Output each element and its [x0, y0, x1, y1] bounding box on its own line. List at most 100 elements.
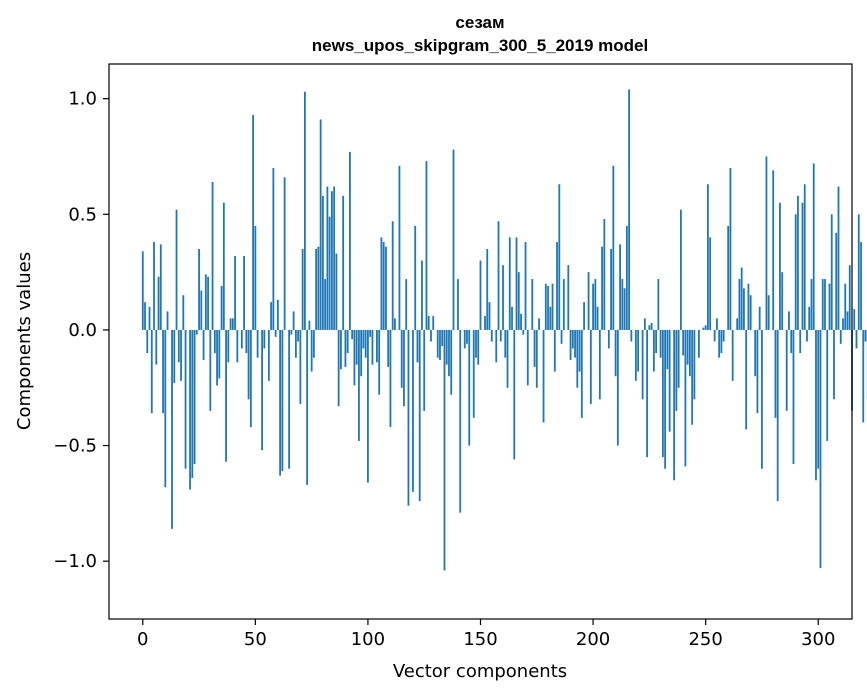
bar-131	[436, 329, 439, 358]
bar-244	[691, 329, 694, 425]
bar-275	[761, 329, 763, 469]
bar-239	[679, 209, 682, 330]
bar-320	[862, 329, 865, 423]
bar-286	[785, 329, 788, 411]
bar-288	[790, 329, 793, 354]
bar-236	[673, 329, 676, 481]
bar-29	[207, 276, 209, 330]
bar-104	[376, 329, 378, 363]
bar-154	[488, 302, 491, 330]
bar-36	[222, 202, 225, 330]
bar-81	[324, 279, 327, 330]
bar-306	[830, 214, 833, 330]
bar-72	[303, 91, 306, 330]
chart-title: сезам	[455, 13, 504, 32]
bar-49	[252, 114, 254, 330]
bar-277	[765, 156, 768, 330]
bar-175	[535, 329, 538, 388]
bar-181	[549, 306, 552, 330]
bar-176	[538, 318, 540, 330]
bar-150	[479, 260, 482, 330]
bar-11	[166, 311, 169, 330]
bar-225	[648, 325, 651, 330]
x-tick-label: 100	[351, 629, 385, 650]
bar-274	[758, 306, 761, 330]
bar-160	[502, 265, 504, 330]
bar-9	[162, 329, 164, 414]
bar-143	[463, 329, 466, 349]
bar-65	[288, 329, 291, 469]
bar-214	[623, 288, 626, 330]
bar-46	[245, 329, 248, 354]
bar-51	[256, 329, 259, 358]
bar-249	[702, 327, 705, 330]
bar-4	[150, 329, 153, 414]
bar-88	[340, 329, 342, 370]
bar-184	[556, 242, 558, 330]
bar-15	[175, 209, 178, 330]
bar-1	[144, 302, 146, 330]
bar-305	[828, 283, 831, 330]
bar-34	[218, 329, 221, 379]
bar-209	[612, 165, 615, 330]
bar-227	[652, 329, 655, 372]
bar-108	[385, 246, 387, 330]
bar-54	[263, 329, 266, 349]
bar-32	[213, 329, 216, 354]
bar-126	[425, 161, 428, 330]
bar-231	[661, 329, 664, 458]
bar-217	[630, 329, 633, 342]
bar-117	[405, 279, 408, 330]
bar-302	[821, 279, 824, 330]
bars-group	[141, 89, 867, 571]
bar-47	[247, 329, 250, 400]
bar-317	[855, 329, 858, 349]
bar-102	[371, 329, 374, 365]
bar-125	[423, 329, 426, 411]
bar-171	[526, 329, 529, 386]
bar-240	[682, 329, 685, 356]
bar-5	[153, 242, 155, 330]
bar-179	[544, 283, 547, 330]
bar-213	[621, 279, 624, 330]
bar-299	[815, 329, 817, 481]
bar-230	[659, 329, 662, 358]
bar-266	[740, 267, 743, 330]
bar-96	[358, 329, 360, 441]
bar-205	[603, 218, 606, 330]
bar-267	[743, 288, 745, 330]
bar-13	[171, 329, 173, 529]
bar-70	[299, 329, 302, 404]
bar-132	[439, 329, 441, 360]
bar-91	[346, 329, 349, 354]
bar-138	[452, 149, 455, 330]
bar-59	[274, 329, 277, 337]
bar-265	[738, 279, 741, 330]
bar-289	[792, 329, 795, 465]
bar-232	[664, 329, 667, 469]
bar-62	[281, 329, 284, 471]
bar-148	[475, 329, 477, 358]
bar-261	[729, 168, 732, 330]
x-tick-label: 50	[244, 629, 267, 650]
bar-186	[560, 329, 563, 344]
bar-287	[788, 311, 790, 330]
bar-17	[180, 329, 182, 381]
bar-23	[193, 329, 196, 465]
bar-101	[369, 329, 372, 337]
bar-250	[704, 325, 707, 330]
bar-107	[382, 242, 385, 330]
bar-31	[211, 181, 214, 330]
bar-185	[558, 184, 561, 330]
bar-26	[200, 290, 203, 330]
bar-48	[249, 329, 252, 428]
bar-85	[333, 186, 336, 330]
bar-133	[441, 329, 444, 347]
bar-273	[756, 329, 759, 414]
bar-216	[628, 89, 630, 330]
bar-202	[596, 306, 599, 330]
bar-50	[254, 225, 257, 330]
bar-58	[272, 168, 275, 330]
bar-16	[177, 329, 180, 363]
bar-187	[562, 279, 565, 330]
